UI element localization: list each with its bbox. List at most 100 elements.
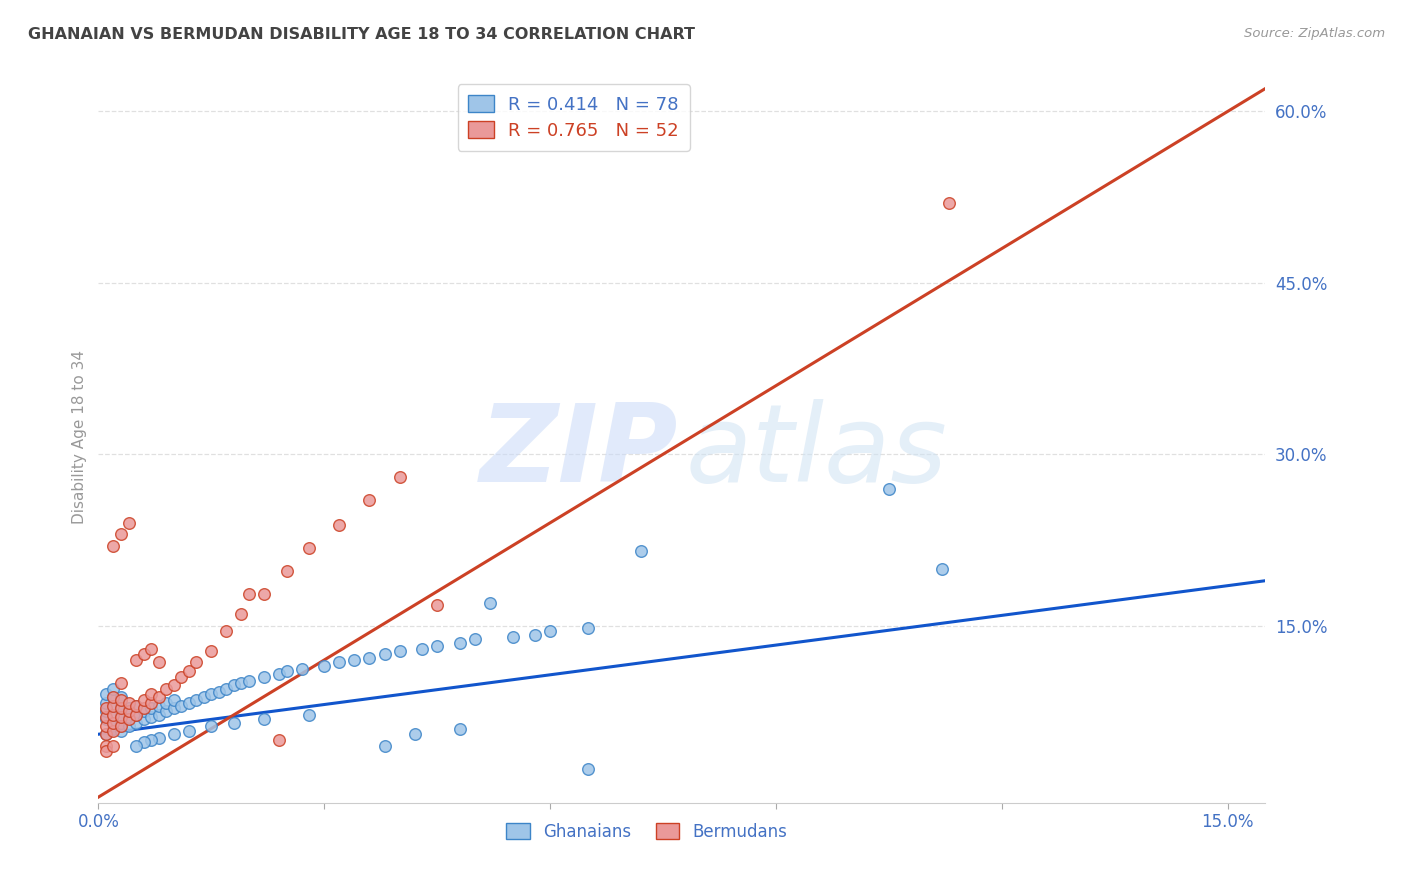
Point <box>110 698 132 713</box>
Point <box>94 712 117 726</box>
Point <box>94 719 117 733</box>
Point <box>125 698 148 713</box>
Point <box>478 596 501 610</box>
Point <box>94 739 117 753</box>
Point <box>139 710 162 724</box>
Text: ZIP: ZIP <box>479 399 679 505</box>
Point <box>148 731 170 745</box>
Point <box>132 693 155 707</box>
Point <box>538 624 561 639</box>
Point <box>200 719 222 733</box>
Point <box>103 723 125 738</box>
Point <box>132 735 155 749</box>
Point <box>117 701 139 715</box>
Point <box>110 701 132 715</box>
Point <box>186 655 208 669</box>
Point <box>110 690 132 704</box>
Point <box>877 482 900 496</box>
Point <box>931 561 953 575</box>
Point <box>449 636 471 650</box>
Point <box>155 705 177 719</box>
Point <box>328 655 350 669</box>
Point <box>388 470 411 484</box>
Point <box>125 707 148 722</box>
Y-axis label: Disability Age 18 to 34: Disability Age 18 to 34 <box>72 350 87 524</box>
Point <box>103 698 125 713</box>
Point <box>103 715 125 730</box>
Point <box>276 564 298 578</box>
Point <box>117 712 139 726</box>
Point <box>314 658 336 673</box>
Point <box>94 744 117 758</box>
Point <box>231 607 253 622</box>
Point <box>117 705 139 719</box>
Point <box>110 710 132 724</box>
Point <box>222 715 245 730</box>
Point <box>163 701 186 715</box>
Point <box>117 516 139 530</box>
Point <box>139 697 162 711</box>
Point <box>177 665 200 679</box>
Point <box>276 665 298 679</box>
Point <box>139 733 162 747</box>
Point <box>298 541 321 555</box>
Point <box>110 723 132 738</box>
Point <box>215 624 238 639</box>
Point <box>103 539 125 553</box>
Text: GHANAIAN VS BERMUDAN DISABILITY AGE 18 TO 34 CORRELATION CHART: GHANAIAN VS BERMUDAN DISABILITY AGE 18 T… <box>28 27 695 42</box>
Point <box>94 727 117 741</box>
Point <box>94 710 117 724</box>
Point <box>253 712 276 726</box>
Point <box>253 587 276 601</box>
Point <box>253 670 276 684</box>
Point <box>298 707 321 722</box>
Point <box>373 647 395 661</box>
Point <box>343 653 366 667</box>
Point <box>388 644 411 658</box>
Text: Source: ZipAtlas.com: Source: ZipAtlas.com <box>1244 27 1385 40</box>
Point <box>231 675 253 690</box>
Point <box>576 621 599 635</box>
Point <box>238 673 260 688</box>
Point <box>94 701 117 715</box>
Point <box>117 697 139 711</box>
Point <box>155 681 177 696</box>
Point <box>524 628 547 642</box>
Point <box>449 722 471 736</box>
Point <box>328 518 350 533</box>
Point <box>139 687 162 701</box>
Point <box>94 687 117 701</box>
Point <box>411 641 433 656</box>
Point <box>110 719 132 733</box>
Point <box>117 719 139 733</box>
Point <box>94 705 117 719</box>
Point <box>110 527 132 541</box>
Point <box>238 587 260 601</box>
Point <box>110 693 132 707</box>
Point <box>103 690 125 704</box>
Point <box>103 707 125 722</box>
Point <box>193 690 215 704</box>
Point <box>94 697 117 711</box>
Point <box>110 707 132 722</box>
Point <box>170 698 193 713</box>
Point <box>103 739 125 753</box>
Point <box>269 733 291 747</box>
Point <box>125 653 148 667</box>
Point <box>103 681 125 696</box>
Point <box>125 715 148 730</box>
Point <box>94 727 117 741</box>
Point <box>125 707 148 722</box>
Point <box>630 544 652 558</box>
Point <box>117 710 139 724</box>
Point <box>132 701 155 715</box>
Point <box>200 687 222 701</box>
Point <box>177 723 200 738</box>
Point <box>359 650 381 665</box>
Text: atlas: atlas <box>685 400 948 504</box>
Point <box>103 707 125 722</box>
Point <box>359 492 381 507</box>
Legend: Ghanaians, Bermudans: Ghanaians, Bermudans <box>498 814 796 849</box>
Point <box>148 655 170 669</box>
Point <box>576 762 599 776</box>
